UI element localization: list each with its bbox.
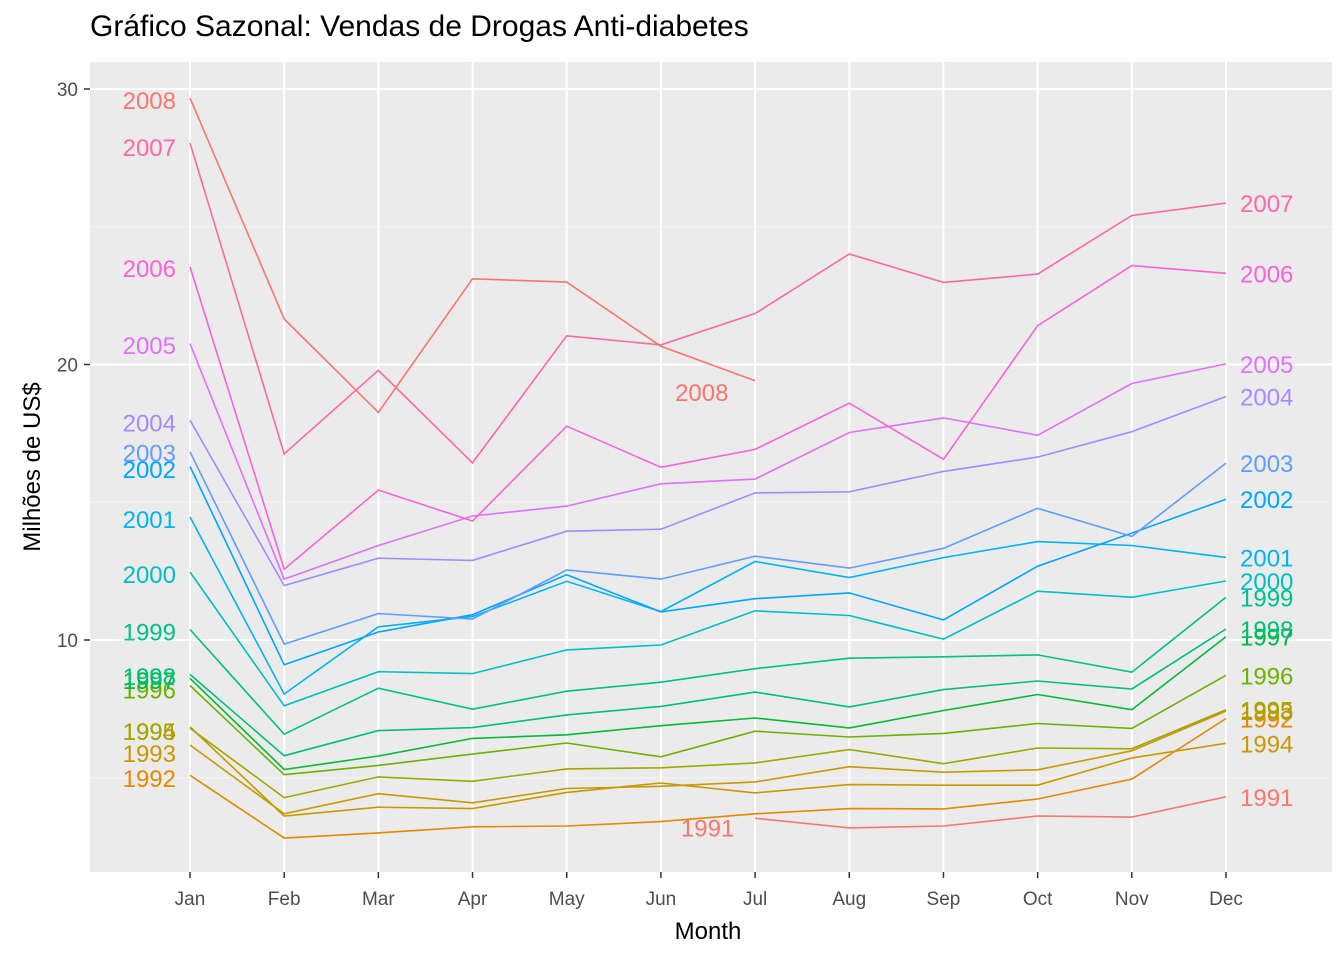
year-label-left-1992: 1992 (123, 766, 176, 793)
year-label-left-1999: 1999 (123, 620, 176, 647)
axes: 10 20 30 Jan Feb Mar Apr May Jun Jul Aug Sep Oct Nov D… (57, 80, 1243, 910)
year-label-mid-2008: 2008 (675, 380, 728, 407)
plot-panel (90, 62, 1332, 872)
year-label-left-2001: 2001 (123, 507, 176, 534)
series-line-1992 (189, 717, 1227, 839)
y-tick-label: 10 (57, 631, 78, 652)
year-label-left-2008: 2008 (123, 88, 176, 115)
x-tick-label: Jun (646, 889, 677, 910)
series-line-2005 (189, 343, 1227, 581)
y-axis-title: Milhões de US$ (19, 382, 46, 551)
year-label-right-1993: 1993 (1240, 699, 1293, 726)
year-label-right-1998: 1998 (1240, 617, 1293, 644)
year-label-right-1997: 1997 (1240, 625, 1293, 652)
year-label-left-2000: 2000 (123, 562, 176, 589)
year-label-right-2002: 2002 (1240, 487, 1293, 514)
year-label-left-1995: 1995 (123, 719, 176, 746)
year-label-left-2005: 2005 (123, 333, 176, 360)
x-tick-label: May (549, 889, 585, 910)
year-label-left-2006: 2006 (123, 256, 176, 283)
series-line-1996 (189, 674, 1227, 776)
y-tick-label: 20 (57, 356, 78, 377)
x-tick-label: Aug (832, 889, 866, 910)
series-line-2002 (189, 466, 1227, 666)
series-line-1991 (755, 796, 1227, 829)
x-tick-label: Oct (1023, 889, 1053, 910)
year-label-mid-1991: 1991 (681, 815, 734, 842)
series-lines (189, 97, 1227, 839)
year-label-right-2004: 2004 (1240, 384, 1293, 411)
x-tick-label: Mar (362, 889, 395, 910)
series-line-2008 (189, 97, 756, 414)
x-tick-label: Apr (458, 889, 488, 910)
x-tick-label: Nov (1115, 889, 1149, 910)
grid-layer (90, 62, 1332, 872)
series-line-1993 (189, 710, 1227, 815)
x-tick-label: Jan (175, 889, 206, 910)
series-line-1997 (189, 636, 1227, 771)
year-label-right-2000: 2000 (1240, 569, 1293, 596)
year-label-right-2001: 2001 (1240, 545, 1293, 572)
year-label-right-1991: 1991 (1240, 785, 1293, 812)
series-line-1998 (189, 628, 1227, 757)
year-label-left-2007: 2007 (123, 135, 176, 162)
x-tick-label: Sep (927, 889, 961, 910)
series-line-2007 (189, 142, 1227, 465)
x-tick-label: Feb (268, 889, 301, 910)
year-label-right-1992: 1992 (1240, 707, 1293, 734)
series-line-2000 (189, 571, 1227, 707)
y-tick-label: 30 (57, 80, 78, 101)
year-label-left-1996: 1996 (123, 678, 176, 705)
series-line-1994 (189, 726, 1227, 817)
year-label-right-2006: 2006 (1240, 261, 1293, 288)
series-line-2006 (189, 264, 1227, 571)
year-label-right-2005: 2005 (1240, 352, 1293, 379)
year-label-left-2002: 2002 (123, 457, 176, 484)
series-line-1995 (189, 708, 1227, 799)
year-label-left-2003: 2003 (123, 441, 176, 468)
year-label-left-1998: 1998 (123, 664, 176, 691)
year-label-right-2007: 2007 (1240, 191, 1293, 218)
year-label-right-1994: 1994 (1240, 731, 1293, 758)
year-label-right-2003: 2003 (1240, 451, 1293, 478)
x-axis-title: Month (675, 918, 742, 945)
year-label-left-2004: 2004 (123, 410, 176, 437)
series-line-1999 (189, 596, 1227, 736)
chart-title: Gráfico Sazonal: Vendas de Drogas Anti-d… (90, 10, 749, 43)
year-label-left-1997: 1997 (123, 668, 176, 695)
year-label-left-1993: 1993 (123, 741, 176, 768)
series-line-2004 (189, 395, 1227, 587)
x-tick-label: Jul (743, 889, 767, 910)
series-line-2003 (189, 451, 1227, 646)
year-label-right-1996: 1996 (1240, 663, 1293, 690)
year-label-right-1995: 1995 (1240, 698, 1293, 725)
x-tick-label: Dec (1209, 889, 1243, 910)
year-label-left-1994: 1994 (123, 719, 176, 746)
year-label-right-1999: 1999 (1240, 585, 1293, 612)
